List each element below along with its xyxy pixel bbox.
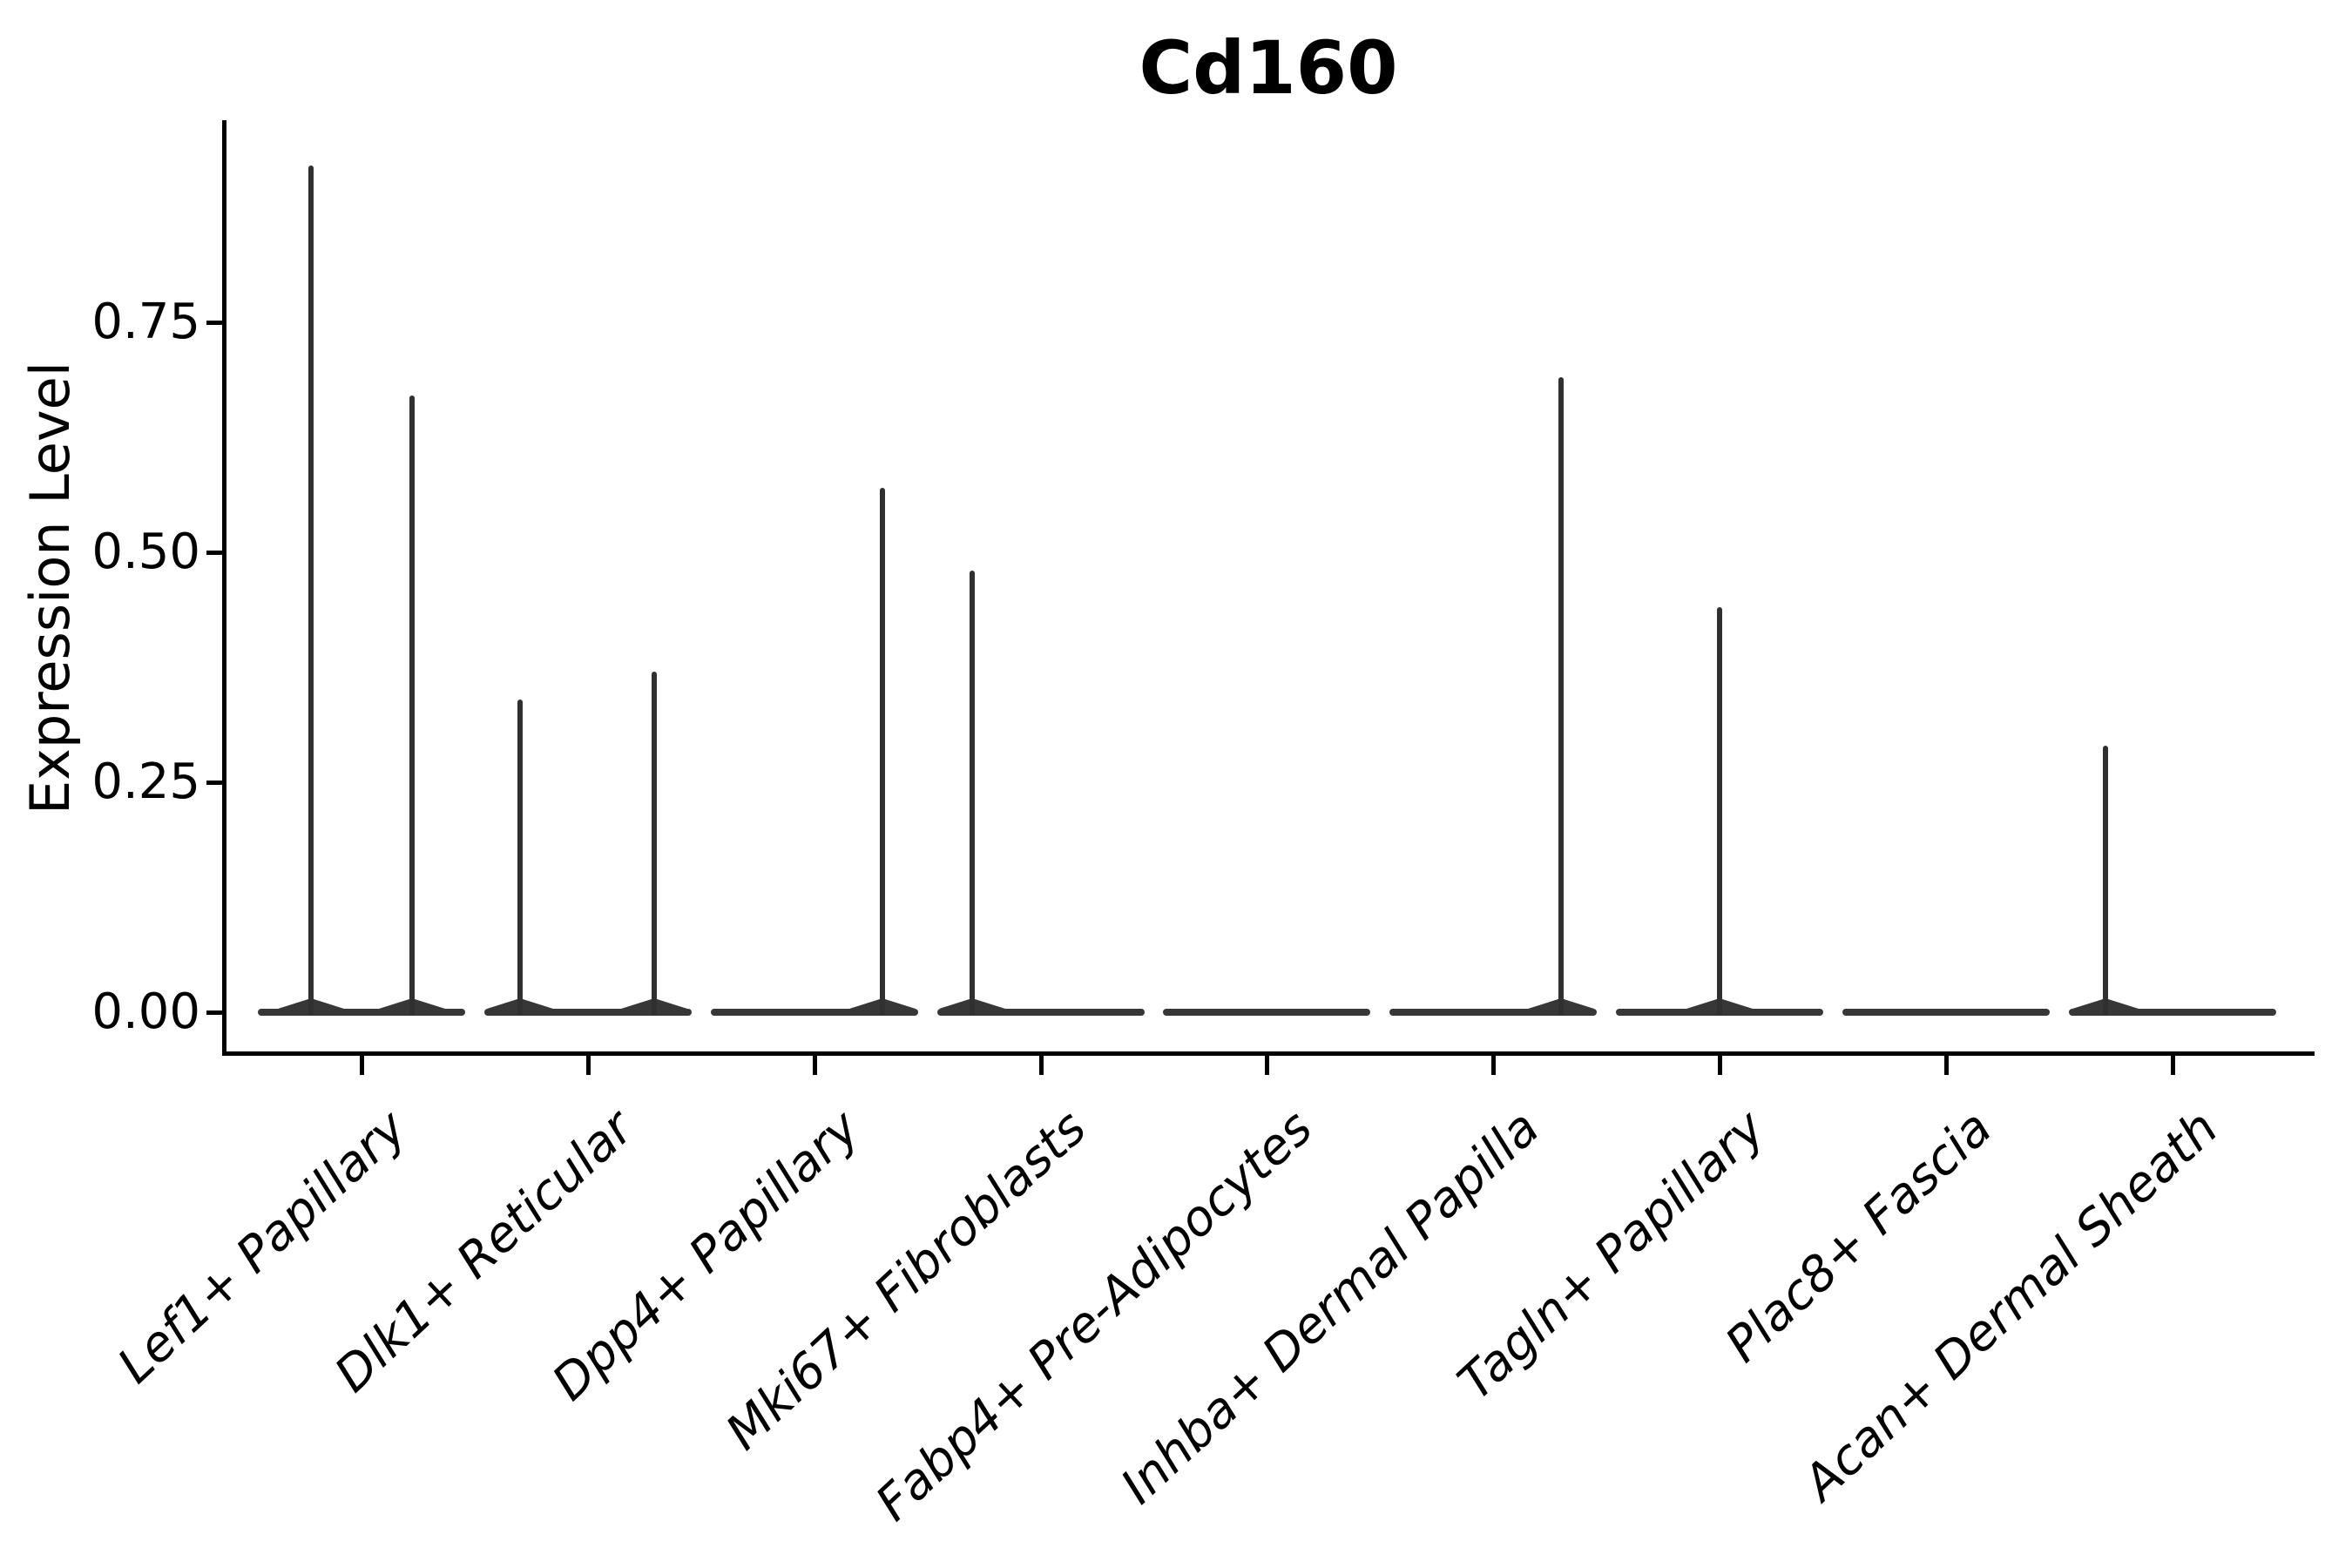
y-axis-label: Expression Level <box>18 362 82 814</box>
violin-base <box>483 1009 692 1016</box>
x-tick-mark <box>812 1056 817 1075</box>
violin-base <box>2068 1009 2276 1016</box>
violin-spike <box>969 571 975 1015</box>
violin-base <box>257 1009 465 1016</box>
violin-base <box>710 1009 918 1016</box>
x-tick-label: Acan+ Dermal Sheath <box>1793 1099 2229 1512</box>
y-tick-mark <box>206 551 222 555</box>
y-tick-mark <box>206 781 222 785</box>
x-tick-mark <box>360 1056 364 1075</box>
violin-spike <box>1558 377 1564 1015</box>
x-tick-mark <box>1038 1056 1044 1075</box>
violin-spike <box>651 672 657 1015</box>
violin-spike <box>409 395 415 1015</box>
y-axis-spine <box>222 120 226 1056</box>
x-axis-spine <box>222 1051 2315 1056</box>
violin-spike <box>2102 745 2108 1015</box>
violin-spike <box>879 488 885 1015</box>
y-tick-label: 0.00 <box>91 983 200 1040</box>
x-tick-label: Fabp4+ Pre-Adipocytes <box>865 1099 1324 1532</box>
x-tick-mark <box>1491 1056 1497 1075</box>
violin-spike <box>1717 607 1723 1015</box>
x-tick-mark <box>1265 1056 1270 1075</box>
y-tick-label: 0.25 <box>91 754 200 810</box>
x-tick-mark <box>2170 1056 2175 1075</box>
violin-base <box>1842 1009 2050 1016</box>
violin-base <box>1163 1009 1371 1016</box>
y-tick-label: 0.50 <box>91 524 200 580</box>
violin-spike <box>308 166 314 1015</box>
y-tick-mark <box>206 1010 222 1015</box>
x-tick-mark <box>585 1056 591 1075</box>
y-tick-label: 0.75 <box>91 294 200 350</box>
y-tick-mark <box>206 321 222 325</box>
violin-spike <box>517 699 523 1015</box>
x-tick-label: Inhba+ Dermal Papilla <box>1110 1099 1551 1516</box>
violin-base <box>1389 1009 1598 1016</box>
violin-base <box>936 1009 1145 1016</box>
x-tick-mark <box>1718 1056 1723 1075</box>
x-tick-mark <box>1943 1056 1949 1075</box>
chart-title: Cd160 <box>1139 25 1398 111</box>
